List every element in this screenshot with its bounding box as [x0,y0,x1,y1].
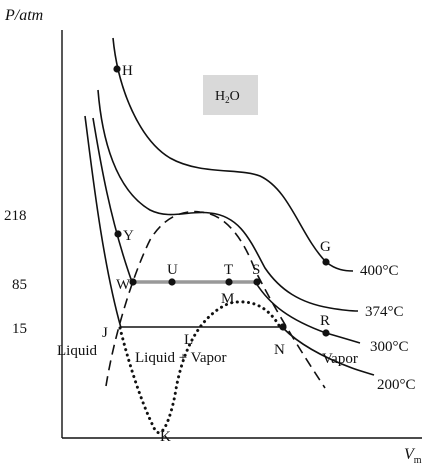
point-label-y: Y [123,228,134,244]
point-y [114,230,122,238]
point-h [113,65,121,73]
point-w [129,278,137,286]
point-r [322,329,330,337]
point-label-n: N [274,342,285,358]
point-t [225,278,233,286]
point-label-j: J [102,325,108,341]
isotherm-200-curve [282,327,375,376]
van-der-waals-loop-curve [118,300,282,434]
compound-tail: O [230,89,240,104]
isotherm-label-374: 374°C [365,304,404,320]
point-label-g: G [320,239,331,255]
isotherm-label-200: 200°C [377,377,416,393]
point-label-s: S [252,262,260,278]
region-label-vapor: Vapor [322,351,358,367]
x-axis-title: Vm [404,446,422,466]
isotherm-400-curve [112,37,354,272]
x-axis-title-subscript: m [414,455,422,466]
point-label-u: U [167,262,178,278]
point-label-m: M [221,291,234,307]
tick-label-85: 85 [12,277,27,293]
tick-label-218: 218 [4,208,27,224]
point-label-h: H [122,63,133,79]
compound-subscript: 2 [225,95,230,105]
point-label-r: R [320,313,330,329]
region-label-liquid-vapor: Liquid + Vapor [135,350,227,366]
y-axis-title: P/atm [4,7,43,24]
point-label-t: T [224,262,233,278]
liquid-branch-mid-curve [92,117,133,283]
compound-box [203,75,258,115]
point-label-l: L [184,332,193,348]
isotherm-374-curve [97,89,359,312]
point-g [322,258,330,266]
point-label-w: W [116,277,131,293]
isotherm-300-curve [255,282,361,344]
point-label-k: K [160,429,171,445]
compound-label: H2O [215,89,240,105]
point-u [168,278,176,286]
region-label-liquid: Liquid [57,343,97,359]
point-s [253,278,261,286]
isotherm-label-400: 400°C [360,263,399,279]
isotherm-label-300: 300°C [370,339,409,355]
tick-label-15: 15 [12,321,27,337]
point-n [279,323,287,331]
compound-main: H [215,89,225,104]
x-axis-title-main: V [404,446,416,463]
liquid-branch-left-curve [84,115,122,329]
